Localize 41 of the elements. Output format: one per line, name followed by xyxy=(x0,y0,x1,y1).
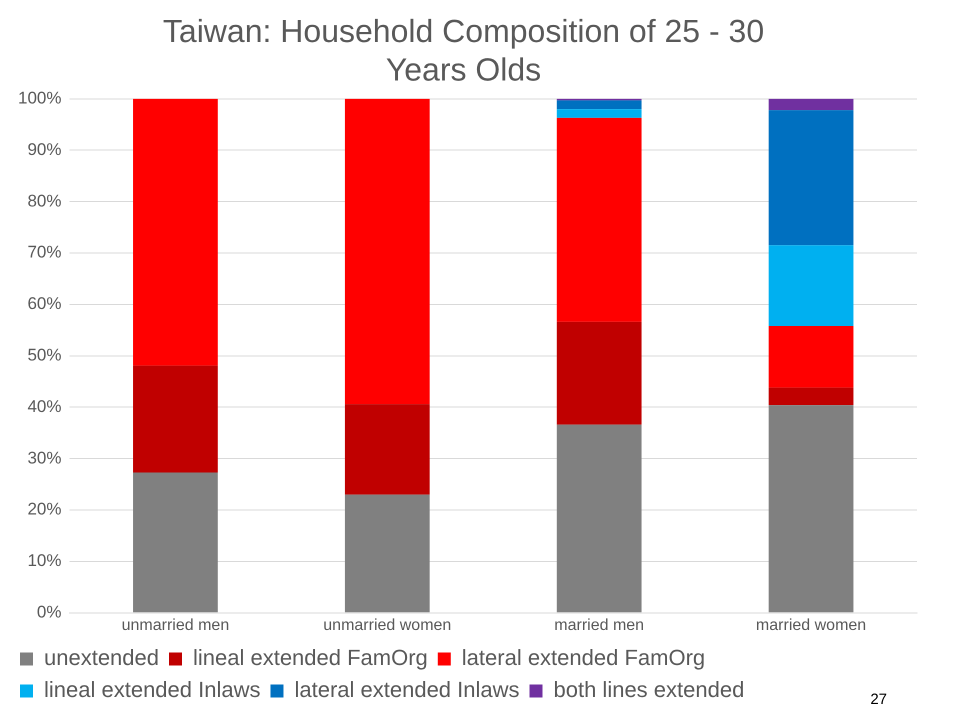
bar xyxy=(556,118,642,322)
bar xyxy=(768,405,854,612)
y-tick-label: 50% xyxy=(27,345,62,364)
legend-label: lineal extended FamOrg xyxy=(192,645,428,670)
bar xyxy=(768,326,854,388)
y-tick-label: 30% xyxy=(27,448,62,468)
y-tick-label: 70% xyxy=(27,242,62,262)
bar xyxy=(133,366,218,472)
bar xyxy=(344,404,430,495)
x-tick-label: married men xyxy=(554,616,644,634)
legend-label: unextended xyxy=(44,645,159,670)
text: Years Olds xyxy=(386,51,542,88)
bar xyxy=(768,110,854,246)
legend-label: lineal extended Inlaws xyxy=(44,677,260,702)
bar xyxy=(556,109,642,118)
bar xyxy=(768,245,854,326)
bar xyxy=(344,98,430,404)
bar xyxy=(768,98,854,110)
x-tick-label: unmarried men xyxy=(122,616,230,634)
bar xyxy=(768,388,854,406)
bar xyxy=(556,322,642,425)
legend-label: both lines extended xyxy=(554,677,744,702)
text: 27 xyxy=(870,691,887,708)
x-tick-label: married women xyxy=(756,616,866,634)
y-tick-label: 0% xyxy=(36,602,62,622)
bar xyxy=(556,100,642,110)
y-tick-label: 20% xyxy=(27,500,62,519)
y-tick-label: 80% xyxy=(27,191,62,210)
y-tick-label: 60% xyxy=(27,294,62,314)
y-tick-label: 10% xyxy=(27,551,62,570)
y-tick-label: 90% xyxy=(27,140,62,159)
y-tick-label: 100% xyxy=(18,88,62,108)
y-tick-label: 40% xyxy=(27,396,62,416)
bar xyxy=(344,494,430,612)
bar xyxy=(133,472,218,612)
legend-label: lateral extended Inlaws xyxy=(294,677,520,702)
bar xyxy=(133,98,218,366)
x-tick-label: unmarried women xyxy=(323,616,452,634)
bar xyxy=(556,424,642,612)
legend-label: lateral extended FamOrg xyxy=(462,645,706,670)
text: Taiwan: Household Composition of 25 - 30 xyxy=(162,13,764,50)
